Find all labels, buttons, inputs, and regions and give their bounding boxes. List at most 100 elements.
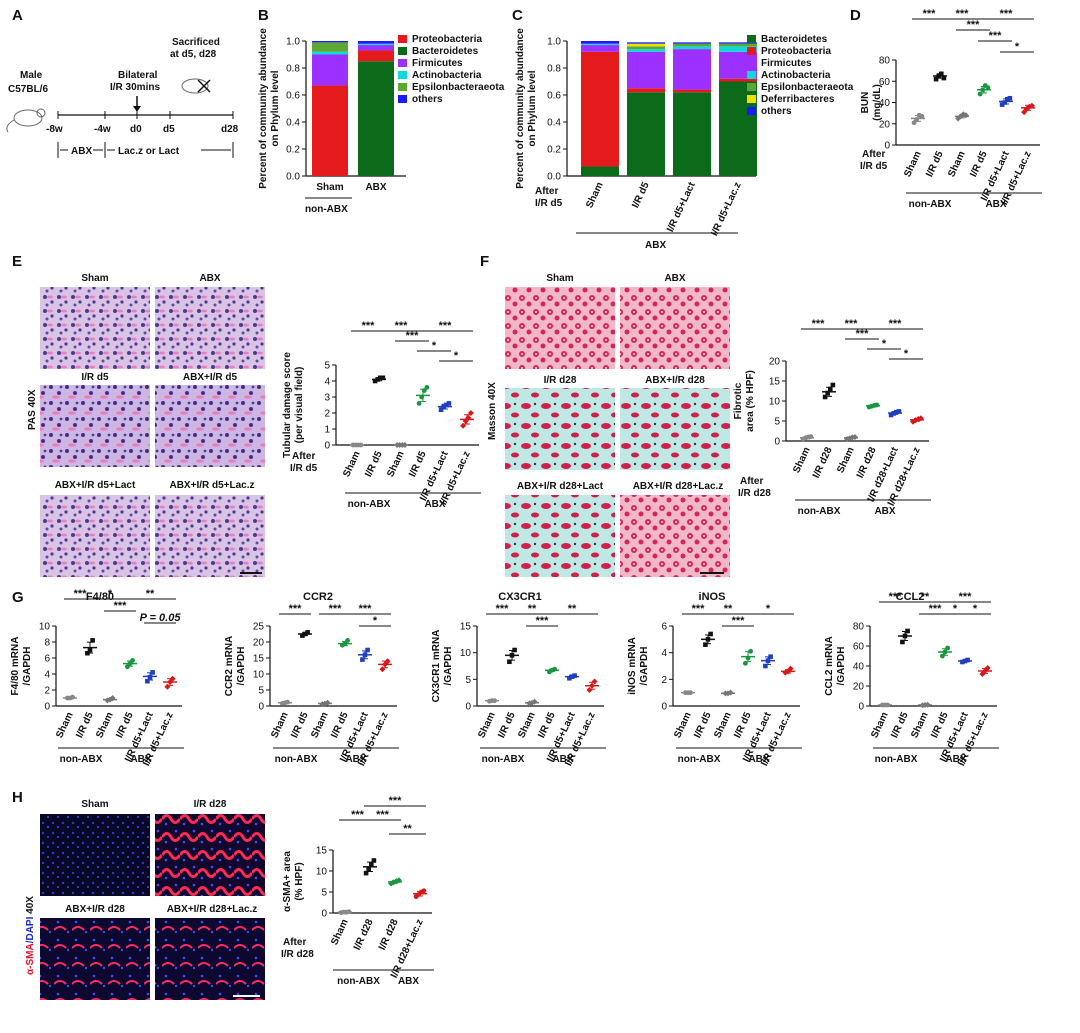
bar-segment-actinobacteria <box>719 46 757 52</box>
significance-label: *** <box>74 588 88 600</box>
panel-b-stacked-bar: 0.0 0.2 0.4 0.6 0.8 1.0 Percent of community a… <box>258 28 505 215</box>
x-tick-label: I/R d5 <box>496 710 518 740</box>
y-tick-label: 20 <box>879 119 891 130</box>
significance-label: *** <box>923 8 937 20</box>
data-point <box>933 76 939 82</box>
bar-segment-firmicutes <box>358 45 394 51</box>
group-label: ABX <box>130 754 151 765</box>
x-tick-label: Sham <box>835 446 857 475</box>
histo-f-lacz <box>620 495 730 577</box>
surgery-arrowhead <box>133 106 141 112</box>
panel-c-stacked-bar: 0.0 0.2 0.4 0.6 0.8 1.0 Percent of community a… <box>515 28 854 251</box>
data-point <box>911 120 917 126</box>
fluo-h-abx-ir <box>40 918 150 1000</box>
data-point <box>939 71 944 77</box>
panel-letter-c: C <box>512 7 523 24</box>
significance-label: *** <box>889 591 903 603</box>
y-tick-label: 0.8 <box>547 64 561 75</box>
y-tick-label: 10 <box>253 670 265 681</box>
y-axis-title: CX3CR1 mRNA <box>431 630 442 703</box>
data-point <box>164 683 171 690</box>
data-point <box>419 394 425 400</box>
x-tick-label: I/R d5 <box>407 449 429 479</box>
data-point <box>569 674 575 679</box>
y-tick-label: 10 <box>769 397 781 408</box>
y-tick-label: 0.6 <box>547 91 561 102</box>
data-point <box>378 375 383 381</box>
y-axis-title-line-2: on Phylum level <box>527 70 538 146</box>
histo-e-label-2: I/R d5 <box>81 372 109 383</box>
x-tick-label: Sham <box>329 918 351 947</box>
timepoint-d5: d5 <box>163 124 175 135</box>
group-label: ABX <box>552 754 573 765</box>
chart-title: F4/80 <box>86 591 114 603</box>
group-label: ABX <box>345 754 366 765</box>
data-point <box>888 412 894 418</box>
x-tick-label: Sham <box>909 711 931 740</box>
group-label: ABX <box>748 754 769 765</box>
y-tick-label: 20 <box>853 682 865 693</box>
fluo-h-label-3: ABX+I/R d28+Lac.z <box>167 904 258 915</box>
significance-label: *** <box>889 318 903 330</box>
y-tick-label: 0.0 <box>286 172 300 183</box>
bar-segment-others <box>581 41 619 44</box>
fluo-stain-red: α-SMA <box>25 943 36 975</box>
significance-label: *** <box>929 603 943 615</box>
y-tick-label: 4 <box>324 377 330 388</box>
y-tick-label: 3 <box>324 393 330 404</box>
data-point <box>360 657 365 662</box>
strain-line-1: Male <box>20 70 43 81</box>
x-tick-label: Sham <box>712 711 734 740</box>
legend-swatch <box>747 47 756 55</box>
data-point <box>125 664 130 670</box>
panel-letter-g: G <box>12 589 24 606</box>
strain-line-2: C57BL/6 <box>8 84 48 95</box>
significance-label: *** <box>362 320 376 332</box>
fluo-h-sham <box>40 814 150 896</box>
significance-label: * <box>108 588 113 600</box>
data-point <box>885 702 890 708</box>
data-point <box>914 117 920 122</box>
data-point <box>465 414 472 421</box>
legend-label: others <box>761 106 792 117</box>
histo-e-lact <box>40 495 150 577</box>
data-point <box>421 888 427 894</box>
bar-segment-actinobacteria <box>627 49 665 52</box>
legend-label: Bacteroidetes <box>761 34 828 45</box>
significance-label: *** <box>845 318 859 330</box>
x-tick-label: I/R d5 <box>630 180 652 210</box>
y-tick-label: 0.4 <box>547 118 561 129</box>
y-axis-title-line-2: area (% HPF) <box>745 370 756 432</box>
bar-segment-proteobacteria <box>581 51 619 167</box>
data-point <box>305 630 310 635</box>
data-point <box>586 687 593 693</box>
pas-stain-label: PAS 40X <box>27 389 38 430</box>
data-point <box>109 695 116 701</box>
data-point <box>965 657 970 663</box>
bar-segment-proteobacteria <box>312 85 348 176</box>
y-tick-label: 15 <box>769 377 781 388</box>
histo-f-lact <box>505 495 615 577</box>
y-tick-label: 80 <box>879 56 891 67</box>
data-point <box>708 631 713 637</box>
y-tick-label: 6 <box>44 654 50 665</box>
data-point <box>441 404 446 409</box>
histo-f-label-1: ABX <box>664 273 685 284</box>
y-tick-label: 0.2 <box>547 145 561 156</box>
histo-e-ir <box>40 385 150 467</box>
y-tick-label: 5 <box>321 888 327 899</box>
data-point <box>369 862 374 867</box>
sacrifice-line-2: at d5, d28 <box>170 49 217 60</box>
histo-f-abx-ir <box>620 388 730 470</box>
bar-segment-firmicutes <box>673 49 711 90</box>
y-axis-title-line-2: on Phylum level <box>270 70 281 146</box>
fluo-h-label-2: ABX+I/R d28 <box>65 904 125 915</box>
data-point <box>874 402 880 408</box>
y-axis-title-line-2: /GAPDH <box>236 647 247 686</box>
x-tick-label: I/R d5 <box>329 710 351 740</box>
x-tick-label: Sham <box>791 446 813 475</box>
fluo-stain-label: α-SMA/DAPI 40X <box>25 896 36 975</box>
